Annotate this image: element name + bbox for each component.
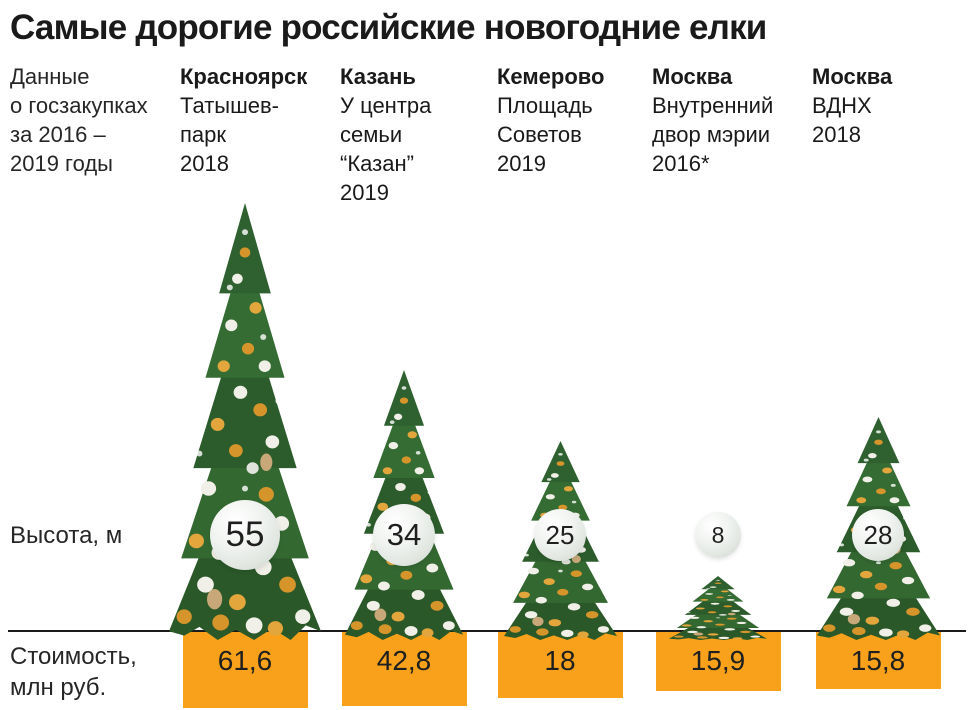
column-header-5: Москва ВДНХ 2018 bbox=[812, 62, 970, 149]
location-label: Внутренний двор мэрии 2016* bbox=[652, 93, 774, 176]
cost-value: 15,8 bbox=[850, 645, 906, 676]
city-name: Москва bbox=[652, 64, 733, 89]
height-value: 34 bbox=[386, 517, 422, 552]
location-label: У центра семьи “Казан” 2019 bbox=[340, 93, 432, 205]
column-header-2: Казань У центра семьи “Казан” 2019 bbox=[340, 62, 498, 207]
christmas-tree-1 bbox=[169, 203, 321, 640]
height-value: 55 bbox=[225, 515, 265, 554]
location-label: Площадь Советов 2019 bbox=[497, 93, 593, 176]
height-value: 28 bbox=[863, 519, 893, 550]
cost-value-box: 42,8 bbox=[341, 632, 467, 706]
baseline bbox=[8, 630, 966, 632]
cost-value: 15,9 bbox=[690, 645, 746, 676]
height-marker-ball: 55 bbox=[210, 500, 280, 570]
cost-value-box: 15,9 bbox=[655, 632, 781, 691]
city-name: Кемерово bbox=[497, 64, 605, 89]
height-marker-ball: 34 bbox=[373, 504, 435, 566]
height-marker-ball: 28 bbox=[852, 509, 904, 561]
christmas-tree-4 bbox=[669, 576, 767, 640]
city-name: Красноярск bbox=[180, 64, 308, 89]
page-title: Самые дорогие российские новогодние елки bbox=[10, 8, 767, 47]
column-header-1: Красноярск Татышев- парк 2018 bbox=[180, 62, 338, 178]
city-name: Москва bbox=[812, 64, 893, 89]
cost-value: 18 bbox=[544, 645, 576, 676]
cost-value-box: 15,8 bbox=[815, 632, 941, 689]
column-header-3: Кемерово Площадь Советов 2019 bbox=[497, 62, 655, 178]
height-value: 25 bbox=[545, 519, 575, 550]
location-label: Татышев- парк 2018 bbox=[180, 93, 279, 176]
cost-value: 42,8 bbox=[376, 645, 432, 676]
cost-value-box: 18 bbox=[497, 632, 623, 698]
height-value: 8 bbox=[711, 521, 725, 548]
cost-value-box: 61,6 bbox=[182, 632, 308, 708]
height-marker-ball: 8 bbox=[695, 512, 741, 558]
city-name: Казань bbox=[340, 64, 416, 89]
cost-value: 61,6 bbox=[217, 645, 273, 676]
data-source-note: Данные о госзакупках за 2016 – 2019 годы bbox=[10, 64, 148, 176]
column-header-4: Москва Внутренний двор мэрии 2016* bbox=[652, 62, 810, 178]
height-marker-ball: 25 bbox=[534, 509, 586, 561]
height-row-label: Высота, м bbox=[10, 522, 123, 549]
location-label: ВДНХ 2018 bbox=[812, 93, 872, 147]
cost-row-label: Стоимость, млн руб. bbox=[10, 643, 137, 701]
